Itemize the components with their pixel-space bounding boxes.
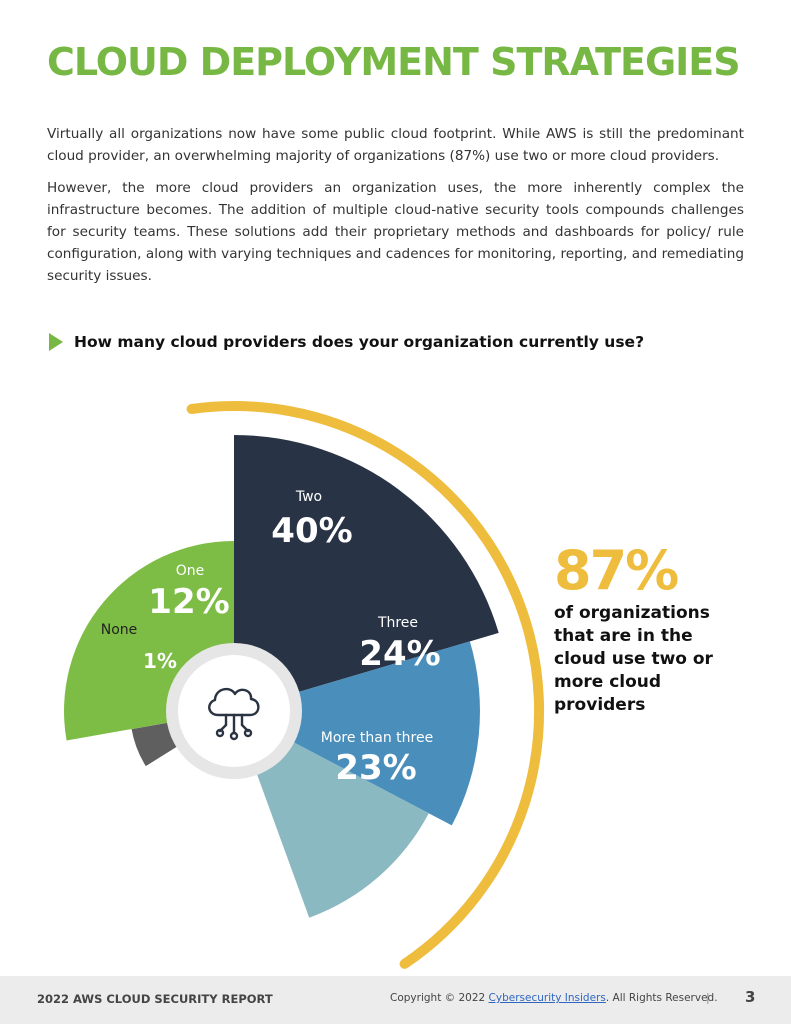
cloud-network-icon xyxy=(208,687,260,741)
intro-paragraph-1: Virtually all organizations now have som… xyxy=(47,126,744,164)
label-more-than-three: More than three xyxy=(321,730,433,746)
value-more-than-three: 23% xyxy=(335,748,416,788)
slice-three xyxy=(234,641,480,826)
highlight-arc xyxy=(186,401,545,969)
label-three: Three xyxy=(377,615,418,631)
slice-two xyxy=(234,435,499,711)
slice-more-than-three xyxy=(234,711,429,918)
cloud-providers-chart: None 1% One 12% Two 40% Three 24% More than thre… xyxy=(64,401,545,969)
callout-percent: 87% xyxy=(554,539,679,602)
icon-stroke xyxy=(208,687,260,717)
footer-separator: | xyxy=(706,991,710,1004)
copyright: Copyright © 2022 Cybersecurity Insiders.… xyxy=(390,992,718,1004)
callout-text: of organizations that are in the cloud u… xyxy=(554,603,713,715)
icon-stroke xyxy=(224,713,244,735)
value-none: 1% xyxy=(143,649,177,673)
page-number: 3 xyxy=(745,988,756,1006)
publisher-link[interactable]: Cybersecurity Insiders xyxy=(488,992,606,1004)
survey-question: How many cloud providers does your organ… xyxy=(49,333,644,351)
center-disc xyxy=(178,655,290,767)
copyright-prefix: Copyright © 2022 xyxy=(390,992,489,1004)
copyright-suffix: . All Rights Reserved. xyxy=(605,992,718,1004)
icon-node xyxy=(229,731,239,741)
label-one: One xyxy=(176,563,205,579)
icon-node xyxy=(243,728,253,738)
value-one: 12% xyxy=(148,582,229,622)
play-arrow-icon xyxy=(49,333,63,351)
page-title: CLOUD DEPLOYMENT STRATEGIES xyxy=(47,40,741,84)
report-name: 2022 AWS CLOUD SECURITY REPORT xyxy=(37,992,273,1006)
label-none: None xyxy=(101,622,138,638)
icon-node xyxy=(215,728,225,738)
intro-paragraph-2: However, the more cloud providers an org… xyxy=(47,180,744,284)
question-text: How many cloud providers does your organ… xyxy=(74,333,645,351)
value-three: 24% xyxy=(359,634,440,674)
highlight-callout: 87% of organizations that are in the clo… xyxy=(554,540,724,717)
page-footer: 2022 AWS CLOUD SECURITY REPORT Copyright… xyxy=(0,976,791,1024)
value-two: 40% xyxy=(271,511,352,551)
label-two: Two xyxy=(295,489,322,505)
